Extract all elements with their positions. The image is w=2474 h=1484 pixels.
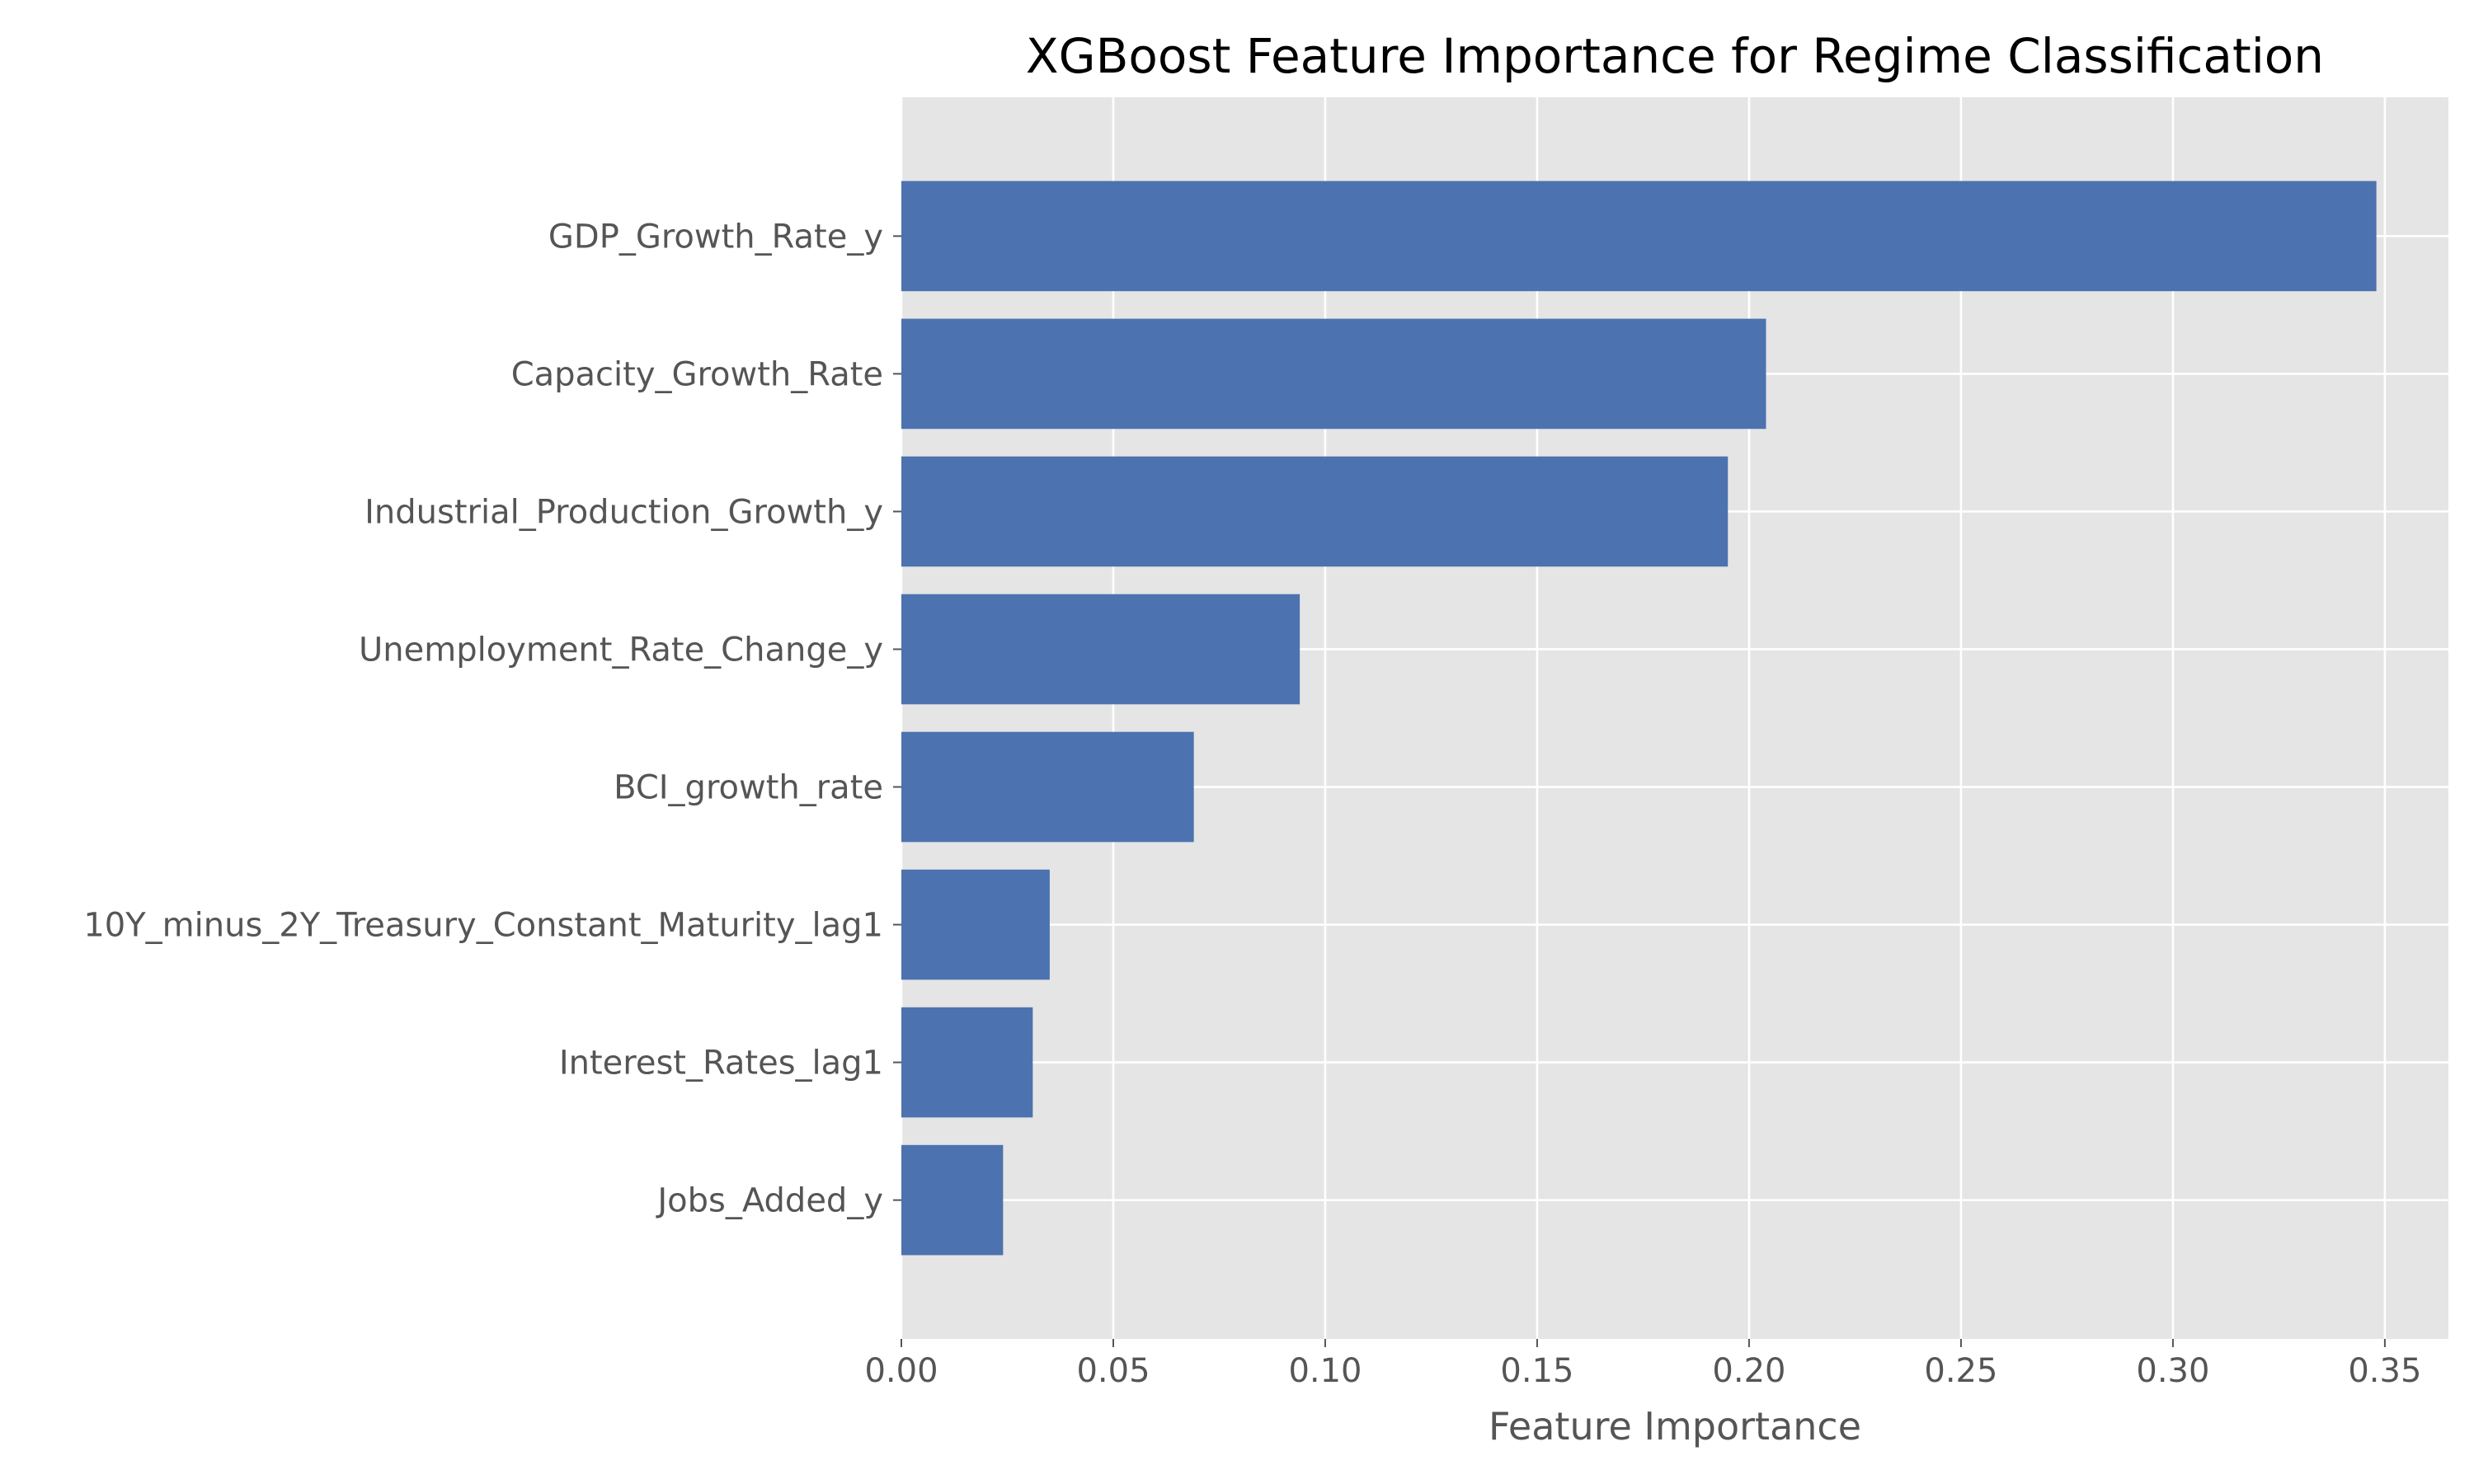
x-tick-label: 0.35 [2348, 1352, 2421, 1390]
y-tick-label: Capacity_Growth_Rate [511, 355, 883, 393]
bar-10y-minus-2y-treasury-constant-maturity-lag1 [901, 869, 1050, 980]
y-tick-label: Industrial_Production_Growth_y [365, 493, 883, 531]
plot-area [901, 97, 2448, 1339]
x-tick-label: 0.20 [1712, 1352, 1785, 1390]
chart-title: XGBoost Feature Importance for Regime Cl… [1026, 28, 2324, 84]
y-tick-label: BCI_growth_rate [614, 769, 883, 807]
y-tick-label: 10Y_minus_2Y_Treasury_Constant_Maturity_… [83, 907, 883, 945]
bar-bci-growth-rate [901, 731, 1194, 843]
bar-jobs-added-y [901, 1144, 1004, 1256]
y-tick-label: Interest_Rates_lag1 [559, 1045, 883, 1082]
bar-interest-rates-lag1 [901, 1007, 1033, 1118]
y-tick-label: Jobs_Added_y [655, 1182, 883, 1220]
x-tick-label: 0.10 [1288, 1352, 1362, 1390]
x-tick-label: 0.25 [1924, 1352, 1997, 1390]
y-axis-ticks: GDP_Growth_Rate_y Capacity_Growth_Rate Ind… [83, 218, 901, 1220]
x-tick-label: 0.05 [1076, 1352, 1150, 1390]
y-tick-label: GDP_Growth_Rate_y [548, 218, 883, 256]
bar-unemployment-rate-change-y [901, 594, 1300, 705]
x-axis-label: Feature Importance [1489, 1404, 1861, 1449]
x-axis-ticks: 0.00 0.05 0.10 0.15 0.20 0.25 0.30 0.35 [864, 1339, 2421, 1390]
bar-gdp-growth-rate-y [901, 181, 2377, 292]
bar-industrial-production-growth-y [901, 456, 1729, 567]
x-tick-label: 0.00 [864, 1352, 938, 1390]
x-tick-label: 0.15 [1500, 1352, 1573, 1390]
bars [901, 181, 2377, 1256]
bar-capacity-growth-rate [901, 318, 1766, 430]
y-tick-label: Unemployment_Rate_Change_y [359, 631, 883, 669]
x-tick-label: 0.30 [2136, 1352, 2209, 1390]
